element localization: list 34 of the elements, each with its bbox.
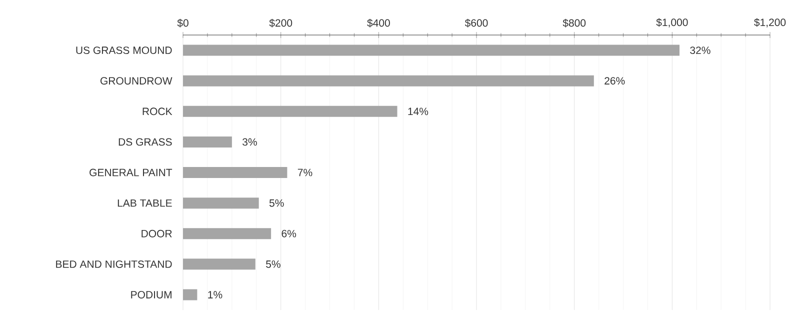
y-tick-label: ROCK	[142, 108, 172, 116]
bar	[183, 75, 594, 86]
annotation: 32%	[690, 46, 710, 54]
annotation: 5%	[269, 199, 284, 207]
y-tick-label: BED AND NIGHTSTAND	[56, 260, 172, 268]
y-tick-label: DS GRASS	[118, 138, 172, 146]
x-tick-label: $1,000	[656, 18, 688, 28]
y-tick-label: PODIUM	[131, 291, 172, 298]
annotation: 26%	[604, 77, 625, 85]
x-tick-label: $600	[464, 18, 488, 28]
bar	[183, 44, 680, 56]
y-tick-label: US GRASS MOUND	[76, 46, 172, 54]
bar	[183, 258, 256, 270]
bar	[183, 136, 232, 148]
x-tick-label: $400	[367, 18, 390, 28]
annotation: 3%	[242, 138, 257, 146]
annotation: 5%	[266, 260, 280, 268]
bar	[183, 289, 198, 300]
annotation: 6%	[282, 230, 296, 238]
y-tick-label: DOOR	[142, 230, 172, 238]
x-tick-label: $800	[562, 18, 586, 28]
annotation: 14%	[408, 108, 428, 116]
bar	[183, 106, 398, 117]
x-tick-label: $200	[269, 18, 292, 28]
bar	[183, 228, 272, 240]
x-tick-label: $0	[177, 18, 188, 28]
annotation: 7%	[298, 168, 312, 176]
x-tick-label: $1,200	[754, 18, 786, 28]
annotation: 1%	[208, 291, 222, 298]
y-tick-label: GROUNDROW	[100, 77, 172, 85]
y-tick-label: GENERAL PAINT	[90, 168, 172, 176]
bar	[183, 198, 259, 209]
y-tick-label: LAB TABLE	[118, 199, 172, 207]
bar	[183, 167, 288, 178]
